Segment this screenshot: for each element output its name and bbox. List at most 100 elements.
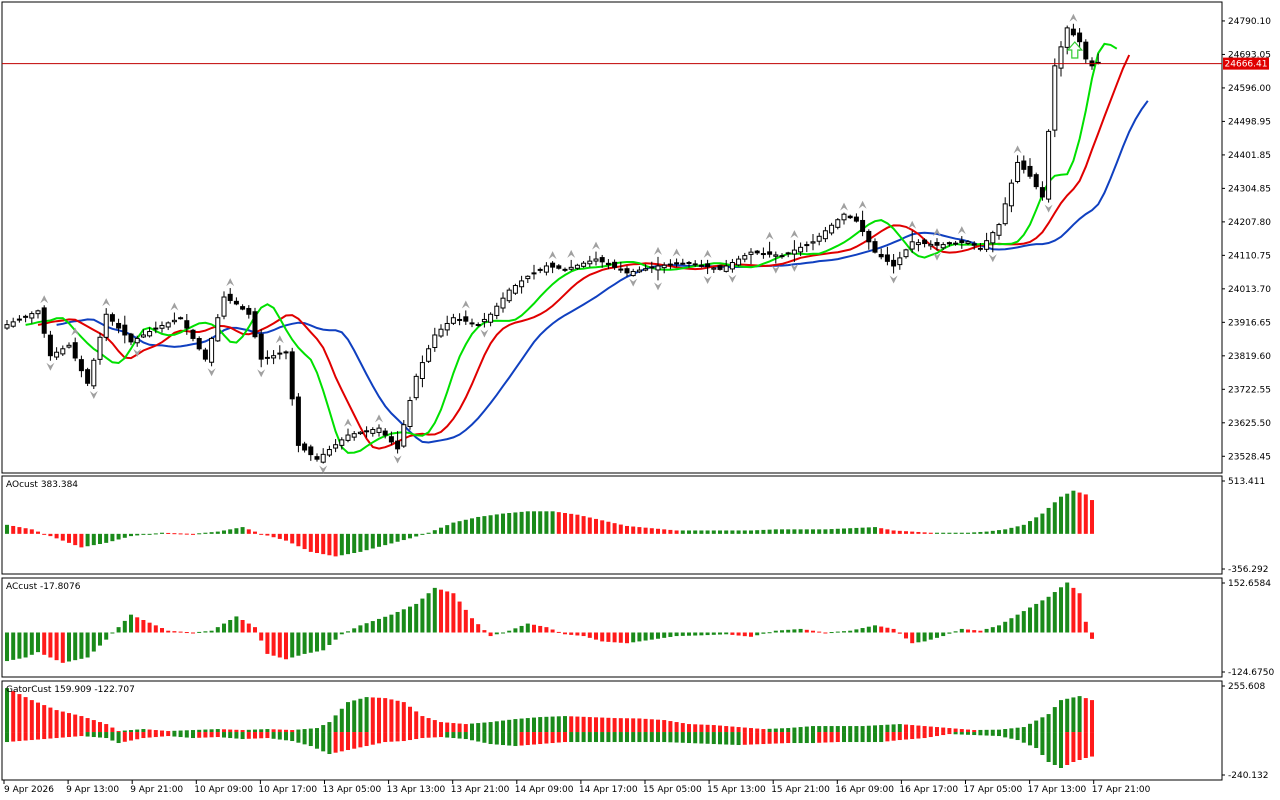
candle-body <box>711 267 717 270</box>
gator-lower-bar <box>817 732 822 743</box>
gator-lower-bar <box>1059 732 1063 768</box>
ACcust-bar <box>308 632 313 653</box>
candle-body <box>810 241 816 244</box>
gator-lower-bar <box>135 732 140 740</box>
gator-upper-bar <box>1052 707 1057 733</box>
ACcust-bar <box>79 632 84 659</box>
AOcust-bar <box>246 529 251 534</box>
gator-lower-bar <box>1090 732 1094 757</box>
candle <box>512 283 518 295</box>
candle-body <box>990 232 996 244</box>
candle-body <box>959 240 965 244</box>
candle-body <box>723 265 729 272</box>
gator-lower-bar <box>656 732 660 743</box>
candle <box>91 357 97 389</box>
candle-body <box>1064 27 1070 48</box>
candle <box>302 441 308 453</box>
gator-lower-bar <box>42 732 47 740</box>
ACcust-bar <box>395 611 400 633</box>
gator-lower-bar <box>1040 732 1045 756</box>
candle-body <box>488 313 494 323</box>
gator-lower-bar <box>60 732 65 738</box>
ACcust-bar <box>426 593 431 633</box>
AOcust-bar <box>873 527 877 534</box>
gator-lower-bar <box>680 732 685 743</box>
gator-upper-bar <box>693 724 698 733</box>
y-tick-label: 24693.05 <box>1228 50 1271 60</box>
candle-body <box>1083 41 1089 60</box>
AOcust-bar <box>308 533 313 552</box>
ACcust-bar <box>928 632 933 640</box>
y-tick-label: 24401.85 <box>1228 151 1271 161</box>
candle <box>891 253 897 274</box>
gator-lower-bar <box>501 732 505 746</box>
gator-upper-bar <box>556 716 561 733</box>
AOcust-bar <box>953 532 958 534</box>
fractal-down-icon <box>889 275 898 284</box>
pane-frame-ao <box>1 475 1223 575</box>
AOcust-bar <box>532 511 536 534</box>
AOcust-bar <box>587 517 592 534</box>
candle-body <box>35 310 41 315</box>
candle-body <box>246 307 252 315</box>
gator-upper-bar <box>54 710 59 733</box>
gator-upper-bar <box>197 729 202 733</box>
candle-body <box>29 313 35 319</box>
AOcust-bar <box>711 530 716 534</box>
candle <box>556 264 562 270</box>
candle <box>785 251 791 258</box>
gator-lower-bar <box>767 732 772 744</box>
ACcust-bar <box>904 632 908 639</box>
gator-upper-bar <box>544 716 549 733</box>
ACcust-bar <box>1009 618 1014 633</box>
AOcust-bar <box>11 525 16 534</box>
gator-lower-bar <box>941 732 946 736</box>
fractal-up-icon <box>567 249 576 258</box>
gator-upper-bar <box>612 718 617 733</box>
ACcust-bar <box>587 632 592 638</box>
candle-body <box>705 263 711 268</box>
candle <box>351 431 357 441</box>
ACcust-bar <box>606 632 611 642</box>
ACcust-bar <box>451 593 456 633</box>
ACcust-bar <box>563 632 567 635</box>
candle-body <box>78 359 84 372</box>
candle-body <box>692 263 698 266</box>
candle-body <box>339 439 345 446</box>
candle-body <box>804 244 810 247</box>
gator-upper-bar <box>383 698 388 733</box>
gator-upper-bar <box>166 731 171 733</box>
AOcust-bar <box>897 530 902 534</box>
AOcust-bar <box>631 526 636 534</box>
gator-upper-bar <box>104 724 109 733</box>
gator-upper-bar <box>439 722 443 733</box>
ACcust-bar <box>141 620 146 633</box>
AOcust-bar <box>160 532 164 534</box>
candle <box>692 260 698 267</box>
candle-body <box>624 268 630 274</box>
gator-upper-bar <box>463 724 468 733</box>
ACcust-bar <box>866 626 871 633</box>
AOcust-bar <box>569 513 574 534</box>
candle <box>66 342 72 349</box>
gator-upper-bar <box>451 723 456 733</box>
ACcust-bar <box>687 632 691 636</box>
AOcust-bar <box>482 516 487 534</box>
AOcust-bar <box>668 529 673 534</box>
fractal-up-icon <box>933 228 941 237</box>
ACcust-bar <box>302 632 307 654</box>
candle-body <box>922 239 928 245</box>
candle <box>829 222 835 236</box>
ACcust-bar <box>618 632 623 643</box>
gator-lower-bar <box>265 732 270 739</box>
gator-lower-bar <box>1015 732 1020 741</box>
candle <box>587 255 593 268</box>
gator-lower-bar <box>649 732 654 743</box>
candle-body <box>897 257 903 266</box>
gator-lower-bar <box>662 732 667 743</box>
gator-upper-bar <box>538 717 543 733</box>
ACcust-bar <box>358 625 363 633</box>
gator-upper-bar <box>718 725 722 733</box>
AOcust-bar <box>23 528 28 534</box>
